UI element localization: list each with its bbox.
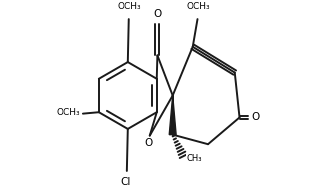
Polygon shape bbox=[169, 96, 176, 135]
Text: CH₃: CH₃ bbox=[187, 154, 203, 163]
Text: O: O bbox=[252, 112, 260, 122]
Text: Cl: Cl bbox=[121, 177, 131, 187]
Text: OCH₃: OCH₃ bbox=[57, 108, 80, 117]
Text: O: O bbox=[145, 138, 153, 148]
Text: OCH₃: OCH₃ bbox=[187, 2, 210, 11]
Text: OCH₃: OCH₃ bbox=[118, 2, 141, 11]
Text: O: O bbox=[153, 9, 162, 19]
